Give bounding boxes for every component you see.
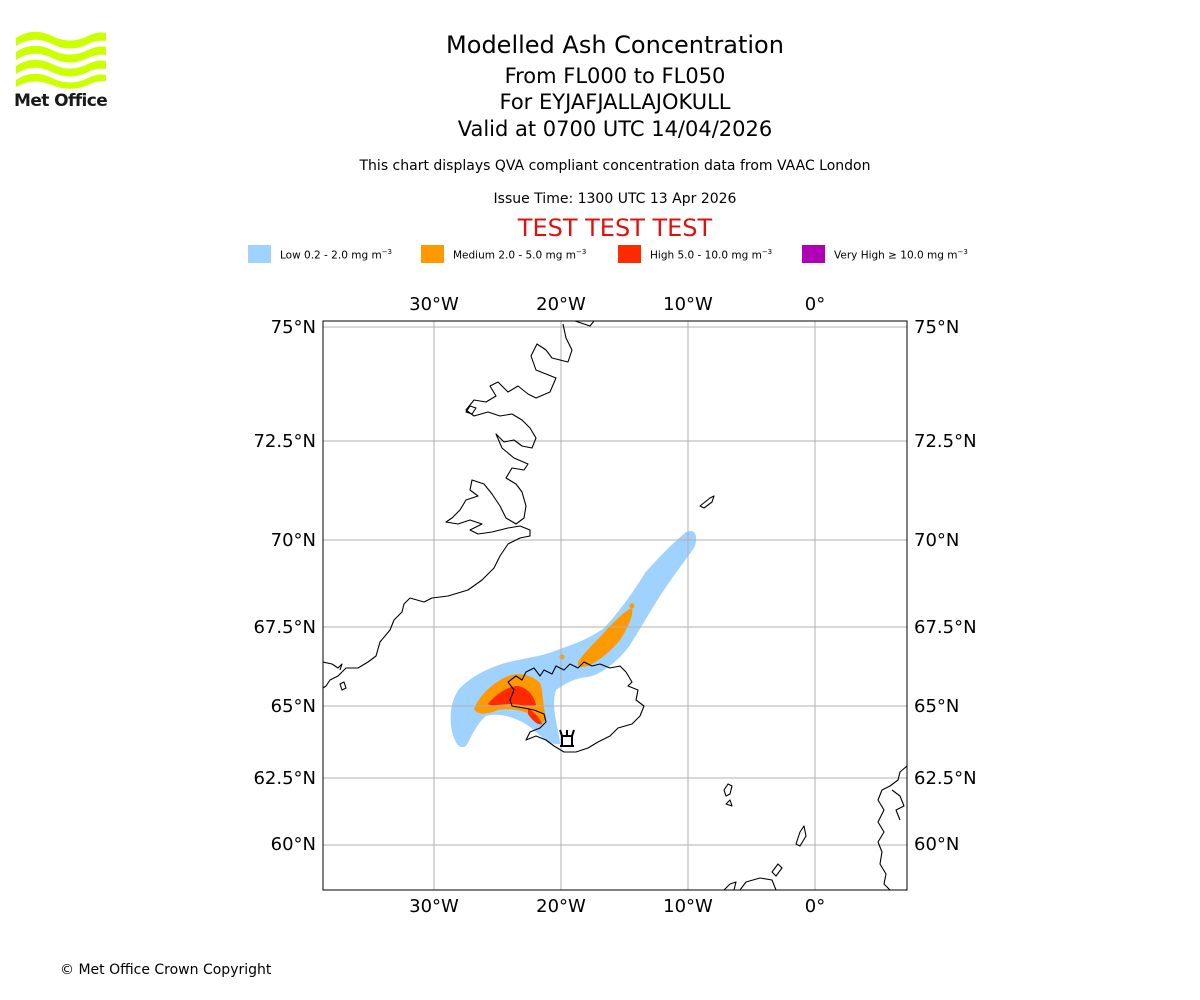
flight-level-range: From FL000 to FL050 xyxy=(504,64,726,88)
lon-label: 20°W xyxy=(536,294,586,315)
lat-label: 60°N xyxy=(271,834,316,855)
legend-label-high: High 5.0 - 10.0 mg m−3 xyxy=(650,248,773,262)
legend-item-medium: Medium 2.0 - 5.0 mg m−3 xyxy=(421,244,586,264)
lat-label: 62.5°N xyxy=(914,768,977,789)
lon-labels-bottom: 30°W 20°W 10°W 0° xyxy=(409,896,825,917)
copyright-notice: © Met Office Crown Copyright xyxy=(60,962,272,978)
coastlines xyxy=(323,321,907,890)
lon-label: 30°W xyxy=(409,294,459,315)
lat-label: 62.5°N xyxy=(253,768,316,789)
lat-label: 70°N xyxy=(914,530,959,551)
met-office-wave-logo-icon xyxy=(16,31,106,89)
lon-label: 20°W xyxy=(536,896,586,917)
lon-label: 30°W xyxy=(409,896,459,917)
lat-label: 60°N xyxy=(914,834,959,855)
legend-swatch-high xyxy=(618,245,641,263)
compliance-note: This chart displays QVA compliant concen… xyxy=(359,158,871,174)
coastline-greenland xyxy=(323,321,595,689)
map-gridlines xyxy=(323,321,907,890)
legend-swatch-low xyxy=(248,245,271,263)
legend-swatch-medium xyxy=(421,245,444,263)
lat-labels-right: 75°N 72.5°N 70°N 67.5°N 65°N 62.5°N 60°N xyxy=(914,317,977,855)
volcano-name: For EYJAFJALLAJOKULL xyxy=(499,90,731,114)
legend-label-low: Low 0.2 - 2.0 mg m−3 xyxy=(280,248,393,262)
lat-label: 67.5°N xyxy=(253,617,316,638)
logo-wordmark: Met Office xyxy=(14,91,108,111)
issue-time: Issue Time: 1300 UTC 13 Apr 2026 xyxy=(493,191,737,207)
coastline-iceland xyxy=(507,661,645,753)
valid-time: Valid at 0700 UTC 14/04/2026 xyxy=(457,117,773,141)
lat-label: 65°N xyxy=(271,696,316,717)
legend-item-low: Low 0.2 - 2.0 mg m−3 xyxy=(248,244,392,264)
lat-labels-left: 75°N 72.5°N 70°N 67.5°N 65°N 62.5°N 60°N xyxy=(253,317,316,855)
legend-label-medium: Medium 2.0 - 5.0 mg m−3 xyxy=(453,248,587,262)
lon-label: 0° xyxy=(805,896,825,917)
lon-label: 10°W xyxy=(663,896,713,917)
lat-label: 65°N xyxy=(914,696,959,717)
lat-label: 72.5°N xyxy=(914,431,977,452)
chart-title: Modelled Ash Concentration xyxy=(446,31,784,59)
lat-label: 67.5°N xyxy=(914,617,977,638)
legend-swatch-very-high xyxy=(802,245,825,263)
legend-item-high: High 5.0 - 10.0 mg m−3 xyxy=(618,244,772,264)
concentration-legend: Low 0.2 - 2.0 mg m−3 Medium 2.0 - 5.0 mg… xyxy=(0,244,1200,264)
test-banner: TEST TEST TEST xyxy=(517,214,713,242)
volcano-icon xyxy=(559,729,575,747)
lat-label: 75°N xyxy=(914,317,959,338)
ash-area-low xyxy=(450,530,697,748)
lon-label: 10°W xyxy=(663,294,713,315)
map-frame xyxy=(322,320,908,891)
lon-label: 0° xyxy=(805,294,825,315)
legend-item-very-high: Very High ≥ 10.0 mg m−3 xyxy=(802,244,968,264)
legend-label-very-high: Very High ≥ 10.0 mg m−3 xyxy=(834,248,968,262)
lat-label: 70°N xyxy=(271,530,316,551)
lat-label: 72.5°N xyxy=(253,431,316,452)
lat-label: 75°N xyxy=(271,317,316,338)
lon-labels-top: 30°W 20°W 10°W 0° xyxy=(409,294,825,315)
